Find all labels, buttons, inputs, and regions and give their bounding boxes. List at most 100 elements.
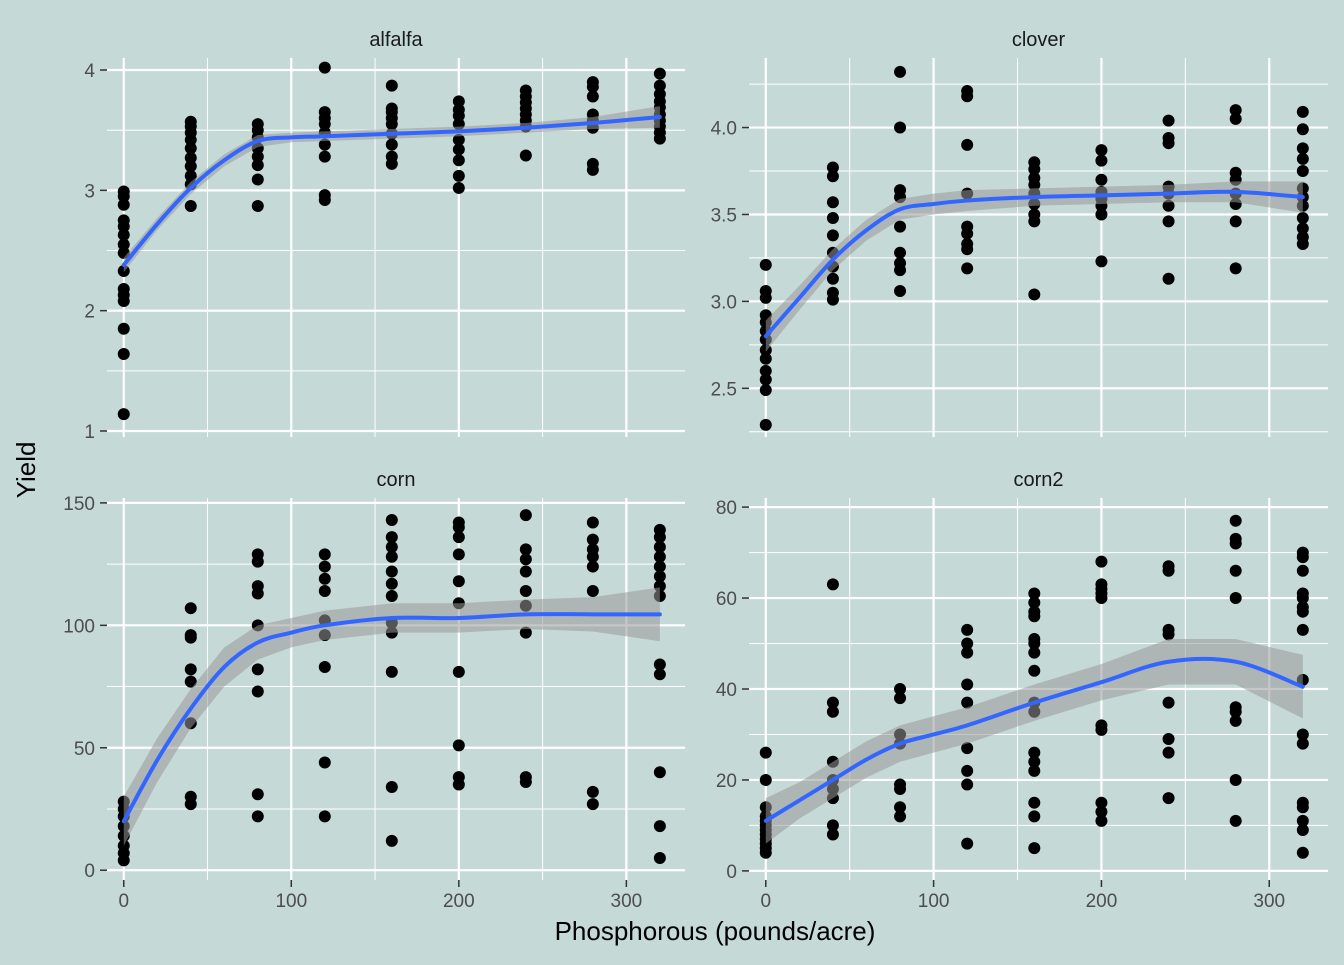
data-point <box>385 540 398 553</box>
data-point <box>1296 222 1309 235</box>
data-point <box>759 773 772 786</box>
data-point <box>653 560 666 573</box>
smooth-line <box>763 656 1305 823</box>
data-point <box>318 138 331 151</box>
data-point <box>894 778 907 791</box>
data-point <box>385 834 398 847</box>
data-point <box>184 629 197 642</box>
data-point <box>1162 696 1175 709</box>
data-point <box>1296 211 1309 224</box>
data-point <box>184 115 197 128</box>
data-point <box>519 509 532 522</box>
data-point <box>1162 560 1175 573</box>
data-point <box>1095 154 1108 167</box>
data-point <box>318 660 331 673</box>
data-point <box>1296 737 1309 750</box>
data-point <box>1229 215 1242 228</box>
data-point <box>759 373 772 386</box>
data-point <box>452 665 465 678</box>
data-point <box>1229 564 1242 577</box>
data-point <box>385 102 398 115</box>
data-point <box>251 810 264 823</box>
data-point <box>251 118 264 131</box>
data-point <box>1095 578 1108 591</box>
data-point <box>1028 842 1041 855</box>
data-point <box>961 85 974 98</box>
data-point <box>586 798 599 811</box>
data-point <box>251 199 264 212</box>
data-point <box>1028 596 1041 609</box>
data-point <box>1296 623 1309 636</box>
y-tick-label: 3.0 <box>711 292 737 313</box>
data-point <box>894 246 907 259</box>
data-point <box>117 839 130 852</box>
facet-panels: alfalfa 1 2 3 4 clover 2.5 3.0 3.5 4.0 corn 0 50 100 1… <box>63 29 1328 912</box>
data-point <box>1028 156 1041 169</box>
data-point <box>759 418 772 431</box>
y-tick-label: 60 <box>716 589 737 610</box>
y-tick-label: 100 <box>63 616 95 637</box>
x-axis-title: Phosphorous (pounds/acre) <box>555 916 876 946</box>
data-point <box>184 151 197 164</box>
data-point <box>318 548 331 561</box>
data-point <box>1162 746 1175 759</box>
facet-label-corn2: corn2 <box>1013 469 1063 491</box>
smooth-line <box>763 189 1305 339</box>
data-point <box>961 262 974 275</box>
data-point <box>1028 171 1041 184</box>
data-point <box>318 572 331 585</box>
data-point <box>318 106 331 119</box>
data-point <box>1296 105 1309 118</box>
y-tick-label: 4.0 <box>711 119 737 140</box>
data-point <box>184 169 197 182</box>
data-point <box>653 668 666 681</box>
data-point <box>251 548 264 561</box>
data-point <box>1229 773 1242 786</box>
data-point <box>1162 114 1175 127</box>
data-point <box>117 185 130 198</box>
data-point <box>586 516 599 529</box>
data-point <box>385 565 398 578</box>
data-point <box>184 663 197 676</box>
data-point <box>318 150 331 163</box>
data-point <box>894 257 907 270</box>
data-point <box>1296 814 1309 827</box>
data-point <box>318 560 331 573</box>
data-point <box>1028 208 1041 221</box>
data-point <box>117 214 130 227</box>
data-point <box>452 771 465 784</box>
data-point <box>826 578 839 591</box>
data-point <box>653 550 666 563</box>
data-point <box>1162 215 1175 228</box>
data-point <box>826 828 839 841</box>
data-point <box>1028 587 1041 600</box>
data-point <box>117 347 130 360</box>
data-point <box>385 550 398 563</box>
data-point <box>1162 792 1175 805</box>
data-point <box>961 837 974 850</box>
data-point <box>452 575 465 588</box>
data-point <box>894 683 907 695</box>
data-point <box>318 756 331 769</box>
data-point <box>653 88 666 101</box>
data-point <box>1229 104 1242 117</box>
data-point <box>586 543 599 556</box>
data-point <box>385 589 398 602</box>
data-point <box>1162 733 1175 746</box>
data-point <box>1296 152 1309 165</box>
data-point <box>1028 810 1041 823</box>
data-point <box>1028 755 1041 768</box>
data-point <box>653 540 666 553</box>
data-point <box>1162 131 1175 144</box>
data-point <box>961 623 974 636</box>
data-point <box>1296 123 1309 136</box>
data-point <box>1028 764 1041 777</box>
data-point <box>1095 814 1108 827</box>
data-point <box>519 553 532 566</box>
data-point <box>826 705 839 718</box>
data-point <box>586 785 599 798</box>
data-point <box>759 364 772 377</box>
data-point <box>1095 719 1108 732</box>
data-point <box>961 778 974 791</box>
